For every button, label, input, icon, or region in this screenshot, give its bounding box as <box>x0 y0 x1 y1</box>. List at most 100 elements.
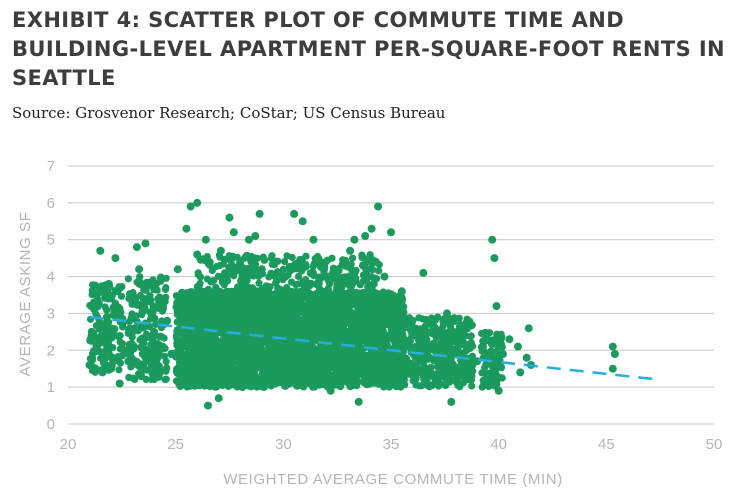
data-point <box>212 348 220 356</box>
data-point <box>92 346 100 355</box>
data-point <box>285 302 294 311</box>
data-point <box>102 313 111 322</box>
data-point <box>367 365 375 373</box>
data-point <box>335 291 343 299</box>
data-point <box>138 308 146 316</box>
data-point <box>498 343 506 351</box>
data-point <box>380 272 389 281</box>
data-point <box>330 345 338 354</box>
data-point <box>265 273 273 281</box>
data-point <box>455 322 464 330</box>
data-point <box>326 352 334 360</box>
data-point <box>135 265 144 274</box>
data-point <box>268 252 276 260</box>
data-point <box>247 361 255 369</box>
data-point <box>128 343 136 351</box>
data-point <box>298 307 306 315</box>
data-point <box>85 361 94 369</box>
data-point <box>372 324 380 332</box>
data-point <box>292 381 300 389</box>
data-point <box>425 372 434 381</box>
data-point <box>247 303 255 311</box>
data-point <box>97 331 105 340</box>
y-tick-label: 7 <box>47 158 55 175</box>
data-point <box>203 275 211 283</box>
data-point <box>610 350 619 358</box>
data-point <box>275 316 283 324</box>
data-point <box>334 328 342 336</box>
data-point <box>496 335 505 344</box>
data-point <box>295 299 304 307</box>
data-point <box>301 313 309 321</box>
data-point <box>277 287 286 296</box>
data-point <box>143 294 152 303</box>
data-point <box>366 354 375 362</box>
data-point <box>274 268 282 276</box>
data-point <box>256 287 264 295</box>
data-point <box>101 292 109 300</box>
data-point <box>173 339 181 347</box>
data-point <box>343 374 351 382</box>
data-point <box>393 339 402 347</box>
data-point <box>322 313 331 322</box>
data-point <box>109 331 118 340</box>
data-point <box>152 320 160 328</box>
data-point <box>202 356 210 364</box>
data-point <box>244 235 253 244</box>
data-point <box>101 355 110 363</box>
data-point <box>354 397 363 406</box>
data-point <box>260 256 268 264</box>
data-point <box>369 279 378 288</box>
data-point <box>155 373 163 381</box>
data-point <box>191 313 199 322</box>
data-point <box>130 324 139 333</box>
data-point <box>375 267 383 275</box>
data-point <box>252 351 260 359</box>
data-point <box>335 364 344 373</box>
data-point <box>158 342 167 351</box>
data-point <box>473 357 482 366</box>
data-point <box>352 266 360 274</box>
data-point <box>220 363 228 371</box>
data-point <box>189 305 197 313</box>
data-point <box>410 364 419 373</box>
data-point <box>499 350 507 358</box>
data-point <box>104 279 113 288</box>
data-point <box>375 380 384 388</box>
data-point <box>218 329 226 337</box>
data-point <box>371 257 380 266</box>
data-point <box>114 353 122 361</box>
data-point <box>385 334 393 342</box>
data-point <box>151 314 159 322</box>
data-point <box>195 285 203 293</box>
data-point <box>205 287 213 296</box>
data-point <box>214 394 223 403</box>
data-point <box>304 301 312 309</box>
y-tick-label: 3 <box>47 305 55 322</box>
data-point <box>356 281 364 289</box>
data-point <box>421 332 429 340</box>
data-point <box>147 341 155 349</box>
data-point <box>249 266 257 274</box>
data-point <box>444 359 452 367</box>
data-point <box>307 279 316 288</box>
data-point <box>203 317 211 325</box>
data-point <box>430 324 439 333</box>
data-point <box>323 327 331 335</box>
data-point <box>311 359 320 367</box>
data-point <box>342 367 350 375</box>
data-point <box>234 291 243 299</box>
data-point <box>238 383 247 392</box>
data-point <box>260 383 268 392</box>
data-point <box>113 287 122 296</box>
y-axis-label: AVERAGE ASKING SF <box>17 212 34 377</box>
data-point <box>232 379 240 388</box>
data-point <box>271 380 279 388</box>
x-tick-label: 25 <box>167 436 184 453</box>
data-point <box>352 338 361 347</box>
data-point <box>341 312 350 321</box>
data-point <box>150 327 159 336</box>
data-point <box>173 327 181 335</box>
data-point <box>412 374 420 382</box>
data-point <box>142 346 151 354</box>
